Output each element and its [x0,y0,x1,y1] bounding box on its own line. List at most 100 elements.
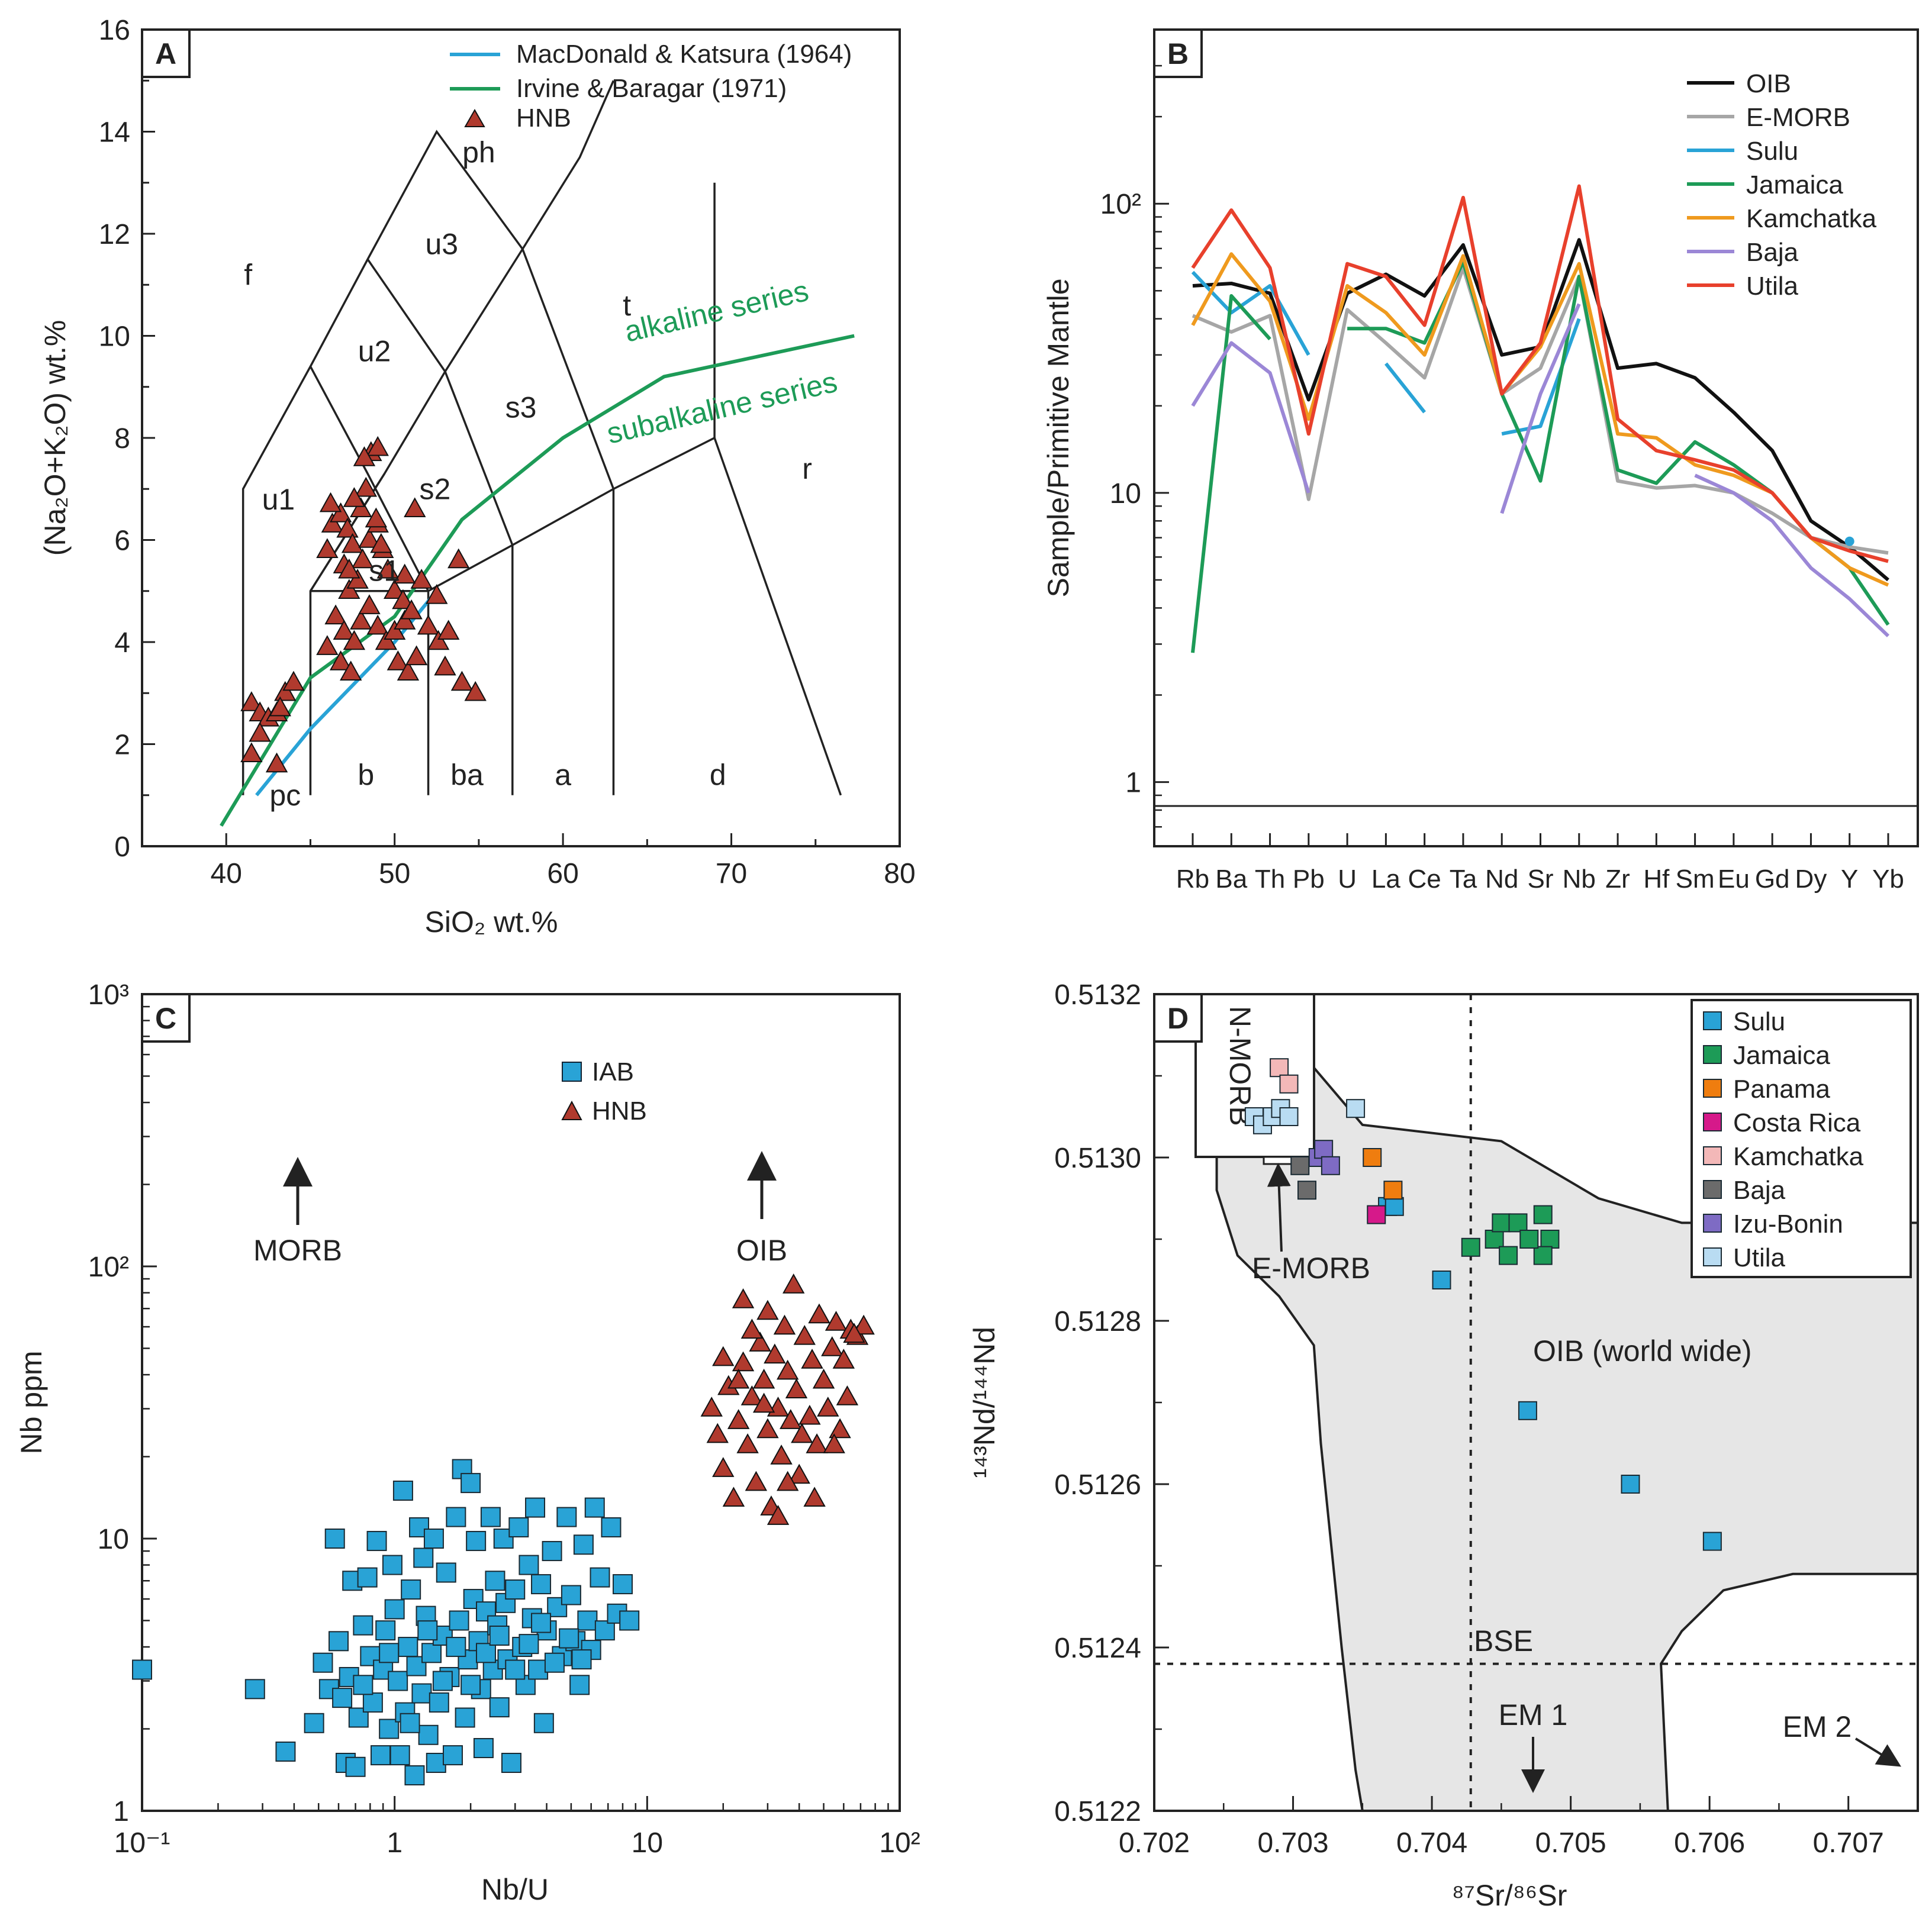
hnb-point [706,1423,729,1443]
legend-square-sulu [1703,1011,1722,1030]
d-xtick-label: 0.703 [1257,1827,1328,1859]
hnb-point [712,1346,735,1366]
hnb-point [780,1409,802,1429]
legend-square-panama [1703,1079,1722,1098]
legend-label-oib: OIB [1746,69,1791,98]
legend-hnb-triangle-c [561,1100,582,1120]
hnb-point [400,599,423,620]
legend-label-izu-bonin: Izu-Bonin [1733,1210,1843,1239]
subalkaline-series-label: subalkaline series [604,365,841,450]
panel-b-letter: B [1167,37,1189,70]
legend-hnb-label: HNB [516,104,571,133]
iab-point [442,1745,463,1766]
hnb-point [321,512,344,533]
a-ytick-label: 6 [114,525,130,557]
iab-point [366,1531,387,1552]
hnb-point [812,1368,835,1389]
iab-point [446,1507,466,1527]
hnb-point [798,1404,821,1425]
a-ytick-label: 8 [114,423,130,454]
iab-point [533,1713,554,1733]
point-jamaica [1485,1230,1504,1249]
iab-point [389,1745,410,1766]
a-ytick-label: 4 [114,627,130,659]
iab-point [461,1675,481,1695]
panel-c-legend: IAB HNB [561,1057,647,1126]
oib-world-wide-label: OIB (world wide) [1533,1334,1752,1368]
iab-point [404,1765,425,1786]
hnb-point [736,1433,759,1453]
hnb-point [832,1349,855,1369]
hnb-point [727,1409,750,1429]
point-sulu [1384,1197,1404,1216]
hnb-point [417,614,440,635]
field-label-d: d [710,759,726,792]
d-ytick-label: 0.5132 [1054,979,1141,1011]
legend-label-baja: Baja [1746,238,1799,267]
tas-boundary-7 [366,259,514,546]
point-costa-rica [1367,1205,1386,1224]
hnb-point [240,742,263,762]
point-baja [1297,1181,1316,1200]
a-xtick-label: 70 [716,858,747,889]
hnb-point [791,1423,813,1443]
iab-point [275,1741,296,1762]
field-label-b: b [358,759,374,792]
em1-label: EM 1 [1499,1698,1568,1732]
hnb-point [793,1325,816,1345]
d-ytick-label: 0.5122 [1054,1796,1141,1827]
panel-d-legend: Sulu Jamaica Panama Costa Rica Kamchatka Baja… [1690,999,1912,1278]
d-xtick-label: 0.707 [1813,1827,1884,1859]
iab-point [461,1473,481,1494]
point-panama [1383,1181,1403,1200]
d-ytick-label: 0.5128 [1054,1306,1141,1337]
irvine-baragar-line [220,334,855,827]
iab-point [531,1613,552,1633]
legend-iab-square [562,1062,582,1082]
hnb-point [437,620,460,640]
iab-point [413,1547,434,1568]
bse-label: BSE [1474,1624,1533,1658]
iab-point [455,1707,475,1728]
iab-point [392,1480,413,1501]
hnb-point [756,1418,779,1439]
hnb-point [732,1351,755,1372]
a-xtick-label: 80 [884,858,915,889]
iab-point [370,1745,391,1766]
panel-d-xlabel: ⁸⁷Sr/⁸⁶Sr [1452,1879,1567,1912]
iab-point [561,1585,581,1605]
hnb-point [274,681,297,701]
point-utila [1279,1107,1299,1126]
hnb-point [712,1457,735,1477]
a-ytick-label: 0 [114,831,130,863]
iab-point [489,1697,510,1718]
hnb-point [392,589,414,610]
iab-point [525,1497,546,1518]
hnb-point [785,1378,808,1398]
point-sulu [1518,1401,1537,1420]
panel-b-spider-diagram: B OIB E-MORB Sulu Jamaica Kamchatka Baja Utila… [1042,28,1919,894]
legend-hnb-label-c: HNB [592,1097,647,1126]
point-panama [1363,1148,1382,1167]
iab-point [362,1692,383,1713]
field-label-t: t [623,289,631,322]
tas-boundary-2 [427,436,842,796]
line-jamaica [1191,294,1271,653]
field-label-s1: s1 [369,554,400,588]
iab-point [423,1529,444,1549]
panel-b-frame [1153,28,1919,847]
field-label-pc: pc [269,779,301,812]
hnb-point [366,614,389,635]
hnb-point [464,681,487,701]
b-xtick-label: Nd [1485,865,1518,894]
hnb-point [351,548,374,569]
iab-point [426,1752,446,1773]
panel-a-legend: MacDonald & Katsura (1964) Irvine & Bara… [450,40,852,133]
hnb-point [316,635,339,655]
c-xtick-label: 1 [387,1827,402,1859]
point-kamchatka [1279,1074,1299,1094]
hnb-point [410,569,433,589]
c-xtick-label: 10⁻¹ [114,1827,170,1859]
